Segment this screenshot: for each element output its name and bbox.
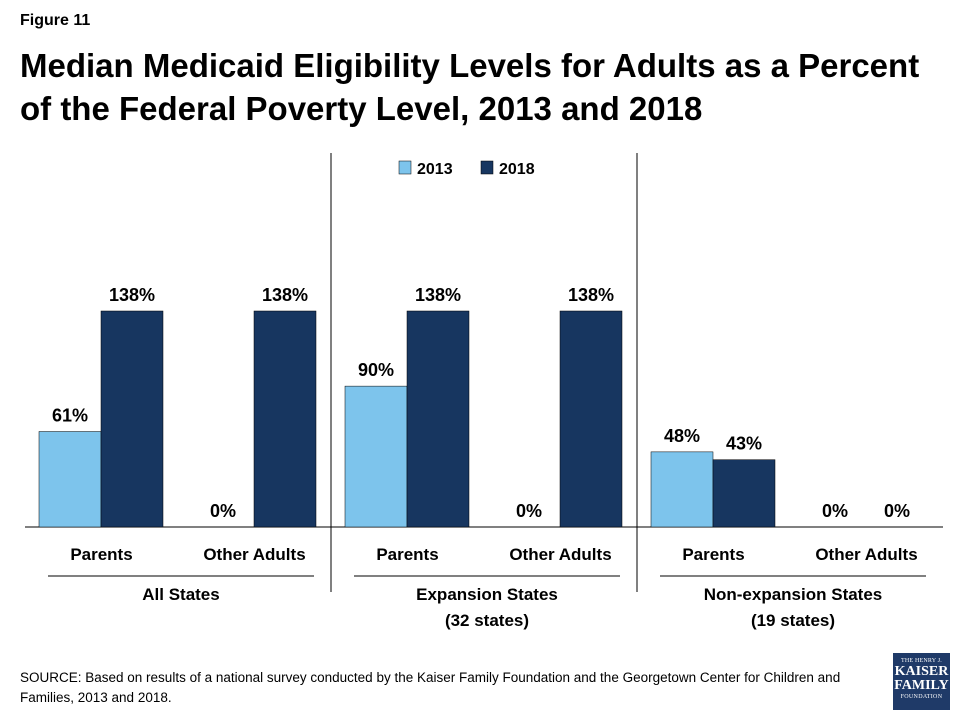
category-label: Other Adults [203,545,305,564]
data-label-2018: 0% [884,501,910,521]
logo-line-2: KAISER [894,664,949,679]
bar-2018 [559,310,623,528]
source-note: SOURCE: Based on results of a national s… [20,670,841,705]
data-label-2018: 138% [109,285,155,305]
bar-2018 [406,310,470,528]
legend-label-2013: 2013 [417,161,453,178]
bar-2018 [253,310,317,528]
data-label-2013: 61% [52,406,88,426]
legend-swatch-2018 [480,160,494,175]
data-label-2013: 0% [516,501,542,521]
bar-chart: 2013 2018 61% 138% Parents 0% 138% Other Adults… [25,153,943,630]
data-label-2018: 138% [262,285,308,305]
logo-line-1: THE HENRY J. [900,658,942,664]
bar-2013 [650,451,714,528]
legend-swatch-2013 [398,160,412,175]
data-label-2018: 138% [568,285,614,305]
group-label: Non-expansion States [704,585,883,604]
data-label-2018: 138% [415,285,461,305]
category-label: Parents [70,545,132,564]
group-sublabel: (32 states) [445,611,529,630]
kff-logo: THE HENRY J. KAISER FAMILY FOUNDATION [893,653,950,710]
bar-2013 [344,385,408,528]
category-label: Other Adults [509,545,611,564]
category-label: Other Adults [815,545,917,564]
category-label: Parents [376,545,438,564]
logo-line-3: FAMILY [894,678,949,693]
legend-label-2018: 2018 [499,161,535,178]
bar-2013 [38,431,102,528]
data-label-2018: 43% [726,434,762,454]
figure-label: Figure 11 [20,12,91,29]
bar-2018 [712,459,776,528]
logo-line-4: FOUNDATION [900,694,943,700]
bar-2018 [100,310,164,528]
data-label-2013: 48% [664,426,700,446]
group-sublabel: (19 states) [751,611,835,630]
data-label-2013: 90% [358,360,394,380]
category-label: Parents [682,545,744,564]
chart-title: Median Medicaid Eligibility Levels for A… [20,47,920,127]
group-label: All States [142,585,219,604]
group-label: Expansion States [416,585,558,604]
data-label-2013: 0% [822,501,848,521]
data-label-2013: 0% [210,501,236,521]
